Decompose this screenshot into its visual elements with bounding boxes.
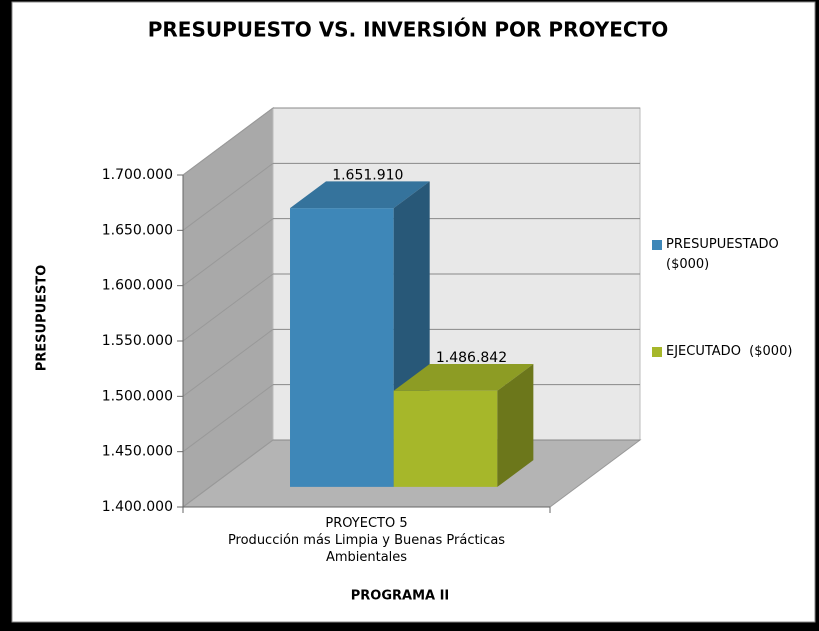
x-tick-label: PROYECTO 5 Producción más Limpia y Buena… xyxy=(227,516,506,565)
y-tick-label: 1.550.000 xyxy=(102,333,173,349)
chart-title: PRESUPUESTO VS. INVERSIÓN POR PROYECTO xyxy=(148,18,669,42)
side-grid-line xyxy=(182,218,274,287)
y-tick-label: 1.600.000 xyxy=(102,278,173,294)
value-label: 1.486.842 xyxy=(436,350,507,366)
side-grid-line xyxy=(182,162,274,231)
bar-front xyxy=(290,208,394,487)
bar-top xyxy=(290,181,430,209)
side-grid-line xyxy=(182,107,274,176)
x-axis-title: PROGRAMA II xyxy=(351,589,450,604)
legend-label: EJECUTADO ($000) xyxy=(666,344,793,359)
value-label: 1.651.910 xyxy=(332,167,403,183)
side-grid-line xyxy=(182,439,274,508)
y-axis-title: PRESUPUESTO xyxy=(35,265,50,372)
side-grid-line xyxy=(182,273,274,342)
legend-label: PRESUPUESTADO ($000) xyxy=(666,237,779,272)
y-tick-label: 1.400.000 xyxy=(102,499,173,515)
side-grid-line xyxy=(182,328,274,397)
bar-front xyxy=(393,390,498,487)
y-tick-label: 1.700.000 xyxy=(102,167,173,183)
bar-side xyxy=(497,363,534,487)
y-tick-label: 1.650.000 xyxy=(102,222,173,238)
y-tick-label: 1.450.000 xyxy=(102,444,173,460)
legend-swatch xyxy=(652,240,662,250)
side-grid-line xyxy=(182,384,274,453)
bar-top xyxy=(393,363,534,391)
y-tick-label: 1.500.000 xyxy=(102,388,173,404)
legend-swatch xyxy=(652,347,662,357)
